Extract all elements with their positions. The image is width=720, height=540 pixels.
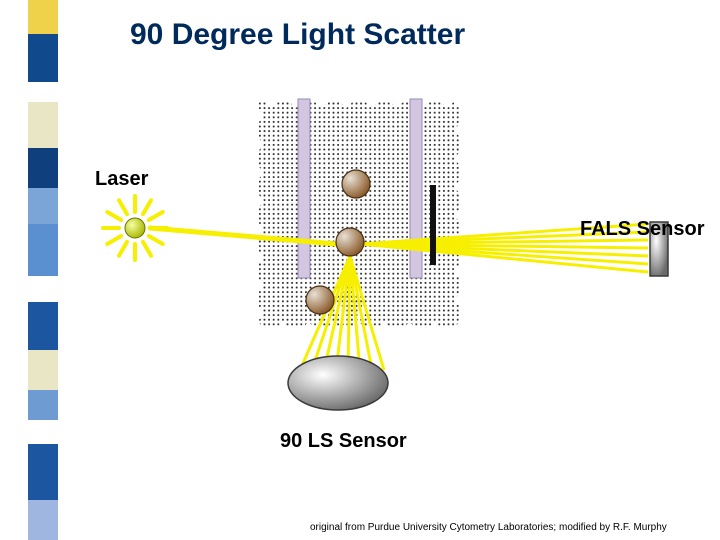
laser-spoke xyxy=(143,242,151,256)
cell-2 xyxy=(306,286,334,314)
laser-source-icon xyxy=(125,218,145,238)
sidebar-stripe xyxy=(28,444,58,500)
page-title: 90 Degree Light Scatter xyxy=(130,18,465,52)
sidebar-stripe xyxy=(28,102,58,148)
laser-spoke xyxy=(149,212,163,220)
sidebar-stripe xyxy=(28,188,58,224)
sidebar-stripe xyxy=(28,276,58,302)
laser-spoke xyxy=(107,236,121,244)
label-90ls: 90 LS Sensor xyxy=(280,430,407,453)
ls90-ray xyxy=(348,256,350,370)
beam-stop xyxy=(430,185,436,265)
laser-spoke xyxy=(119,242,127,256)
diagram-svg xyxy=(0,0,720,540)
sidebar-stripe xyxy=(28,224,58,276)
label-credit: original from Purdue University Cytometr… xyxy=(310,522,667,533)
laser-spoke xyxy=(149,236,163,244)
label-laser: Laser xyxy=(95,168,148,191)
sidebar-stripe xyxy=(28,390,58,420)
ls90-sensor xyxy=(288,356,388,410)
sidebar-stripe xyxy=(28,148,58,188)
laser-spoke xyxy=(143,200,151,214)
sidebar-stripe xyxy=(28,420,58,444)
sidebar-stripe xyxy=(28,0,58,34)
sidebar-stripe xyxy=(28,350,58,390)
label-fals: FALS Sensor xyxy=(580,218,704,241)
sidebar-stripe xyxy=(28,500,58,540)
laser-spoke xyxy=(119,200,127,214)
sidebar-stripe xyxy=(28,82,58,102)
cell-0 xyxy=(342,170,370,198)
cell-1 xyxy=(336,228,364,256)
tube-wall-left xyxy=(298,99,310,278)
laser-spoke xyxy=(107,212,121,220)
diagram-stage: 90 Degree Light Scatter Laser FALS Senso… xyxy=(0,0,720,540)
sidebar-stripe xyxy=(28,34,58,82)
dot-field xyxy=(258,102,460,328)
sidebar-stripe xyxy=(28,302,58,350)
